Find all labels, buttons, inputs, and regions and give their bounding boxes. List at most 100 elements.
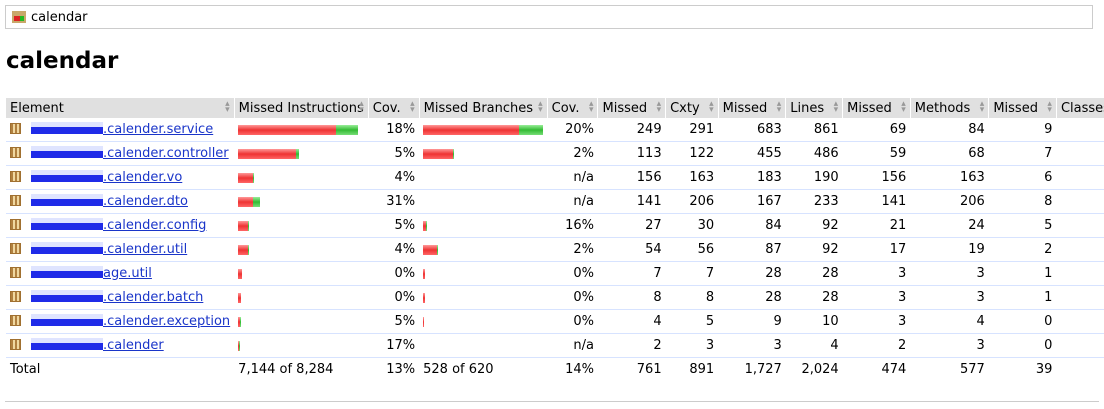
metric-cell: 8 (988, 189, 1057, 214)
bar-cell (419, 165, 548, 190)
column-header[interactable]: Classes▴▾ (1056, 98, 1104, 118)
bar-cell (234, 165, 369, 190)
covered-bar (253, 196, 261, 207)
metric-cell: 486 (785, 141, 843, 166)
package-link[interactable]: .calender.exception (103, 314, 231, 329)
report-icon (12, 11, 26, 23)
package-icon (10, 315, 21, 326)
missed-bar (238, 124, 336, 135)
metric-cell: 167 (718, 189, 786, 214)
column-header[interactable]: Missed ▴ ▾ (842, 98, 911, 118)
metric-cell: 5 (665, 309, 719, 334)
column-header[interactable]: Element ▴ ▾ (6, 98, 235, 118)
package-link[interactable]: .calender.vo (103, 170, 183, 185)
metric-cell: 8 (597, 285, 666, 310)
missed-bar (238, 220, 248, 231)
coverage-cell: 4% (368, 165, 420, 190)
metric-cell: 87 (718, 237, 786, 262)
missed-bar (238, 196, 254, 207)
column-header[interactable]: Methods ▴ ▾ (910, 98, 990, 118)
package-link[interactable]: .calender.dto (103, 194, 188, 209)
coverage-cell: 5% (368, 213, 420, 238)
bar-cell (419, 333, 548, 358)
redacted-name (31, 170, 103, 182)
column-header[interactable]: Missed ▴ ▾ (718, 98, 787, 118)
package-link[interactable]: .calender.util (103, 242, 188, 257)
column-header[interactable]: Missed ▴ ▾ (988, 98, 1057, 118)
breadcrumb-label[interactable]: calendar (31, 9, 88, 25)
column-header[interactable]: Cov. ▴ ▾ (368, 98, 420, 118)
metric-cell: 206 (665, 189, 719, 214)
covered-bar (518, 124, 544, 135)
coverage-cell: 0% (368, 261, 420, 286)
metric-cell: 190 (785, 165, 843, 190)
header-label: Classes (1060, 100, 1104, 116)
sort-arrow: ▴ ▾ (359, 99, 364, 115)
package-icon (10, 219, 21, 230)
column-header[interactable]: Lines ▴ ▾ (785, 98, 844, 118)
package-link[interactable]: .calender.service (103, 122, 214, 137)
metric-cell: 84 (718, 213, 786, 238)
metric-cell: 141 (842, 189, 911, 214)
bar-cell (419, 309, 548, 334)
package-link[interactable]: age.util (103, 266, 152, 281)
coverage-cell: 18% (368, 118, 420, 142)
metric-cell: 2% (547, 237, 598, 262)
metric-cell: 141 (597, 189, 666, 214)
sort-arrow: ▴ ▾ (776, 99, 782, 115)
coverage-table: Element ▴ ▾ Missed Instructions ▴ ▾ Cov. ▴ ▾ Miss… (6, 98, 1104, 381)
metric-cell: 17 (842, 237, 911, 262)
metric-cell: 27 (597, 213, 666, 238)
column-header[interactable]: Cxty ▴ ▾ (665, 98, 719, 118)
column-header[interactable]: Cov. ▴ ▾ (547, 98, 599, 118)
metric-cell: 113 (597, 141, 666, 166)
package-link[interactable]: .calender.controller (103, 146, 229, 161)
metric-cell: 1 (1056, 333, 1104, 358)
column-header[interactable]: Missed Branches ▴ ▾ (419, 98, 548, 118)
package-icon (10, 195, 21, 206)
package-icon (10, 123, 21, 134)
metric-cell: 10 (1056, 118, 1104, 142)
metric-cell: 30 (665, 213, 719, 238)
metric-cell: 2 (988, 237, 1057, 262)
metric-cell: 683 (718, 118, 786, 142)
header-label: Missed Instructions (238, 100, 364, 116)
total-cell: 474 (842, 357, 911, 381)
bar-cell (419, 141, 548, 166)
total-cell: 1,727 (718, 357, 786, 381)
covered-bar (436, 244, 438, 255)
missed-bar (238, 268, 243, 279)
column-header[interactable]: Missed Instructions ▴ ▾ (234, 98, 369, 118)
metric-cell: 28 (718, 261, 786, 286)
metric-cell: n/a (547, 165, 598, 190)
header-label: Missed (847, 100, 892, 116)
package-link[interactable]: .calender.config (103, 218, 207, 233)
metric-cell: 10 (1056, 189, 1104, 214)
total-label: Total (6, 357, 235, 381)
metric-cell: 7 (988, 141, 1057, 166)
metric-cell: n/a (547, 189, 598, 214)
bar-cell (234, 309, 369, 334)
redacted-name (31, 122, 103, 134)
coverage-cell: 5% (368, 309, 420, 334)
metric-cell: 69 (842, 118, 911, 142)
package-link[interactable]: .calender.batch (103, 290, 204, 305)
header-label: Missed (602, 100, 648, 116)
bar-cell (234, 189, 369, 214)
bar-cell (419, 285, 548, 310)
header-label: Missed (993, 100, 1038, 116)
metric-cell: 6 (1056, 213, 1104, 238)
sort-arrow: ▴ ▾ (656, 99, 662, 115)
column-header[interactable]: Missed ▴ ▾ (597, 98, 667, 118)
metric-cell: 68 (910, 141, 989, 166)
bar-cell (419, 118, 548, 142)
bar-cell (419, 189, 548, 214)
page-title: calendar (6, 48, 119, 74)
metric-cell: 0 (988, 309, 1057, 334)
metric-cell: 7 (597, 261, 666, 286)
bar-cell (234, 237, 369, 262)
package-link[interactable]: .calender (103, 338, 164, 353)
